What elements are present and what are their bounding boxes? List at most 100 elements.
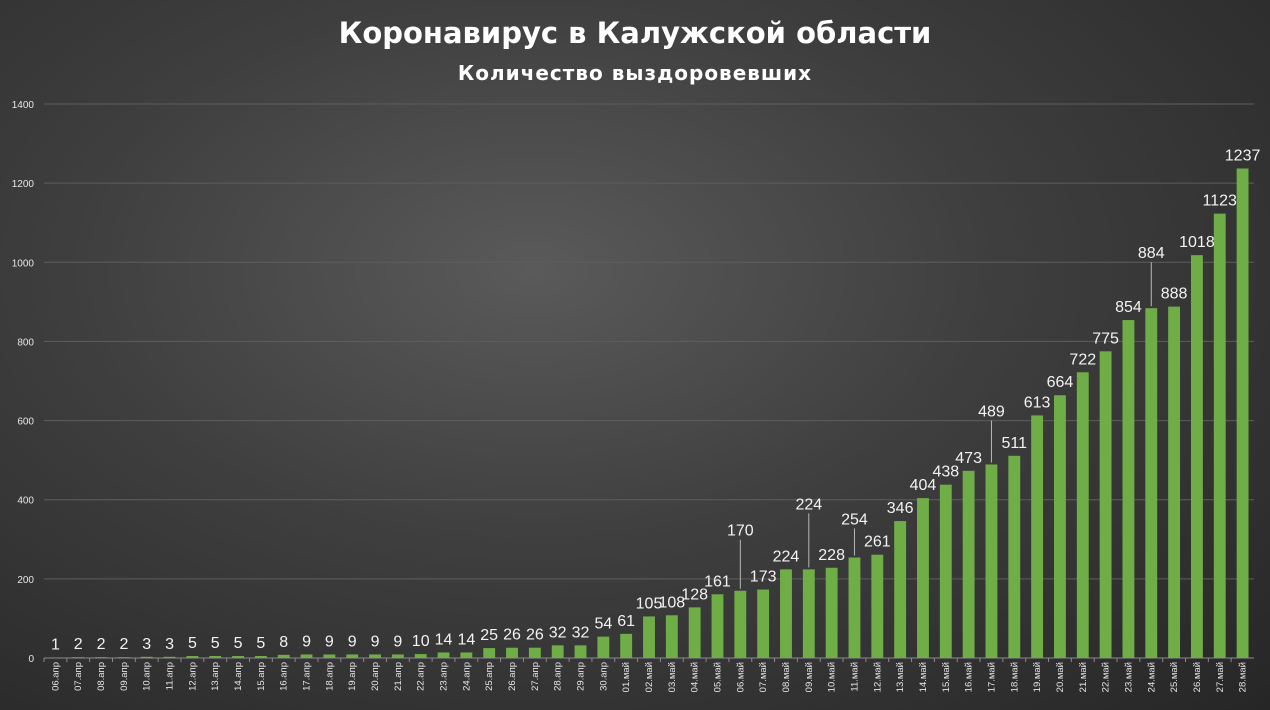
data-label: 722 [1069,351,1096,368]
x-tick-label: 21.май [1078,662,1089,692]
bar [962,470,975,658]
bar [300,654,313,658]
bar [483,648,496,658]
data-label: 884 [1138,245,1165,262]
data-label: 108 [658,594,685,611]
data-label: 854 [1115,299,1142,316]
x-tick-label: 22.май [1101,662,1112,692]
x-tick-label: 19.май [1032,662,1043,692]
x-tick-label: 17.апр [302,662,313,691]
x-tick-label: 25.май [1169,662,1180,692]
data-label: 228 [818,547,845,564]
data-label: 170 [727,523,754,540]
bar [346,654,359,658]
x-tick-label: 02.май [644,662,655,692]
data-label: 473 [955,450,982,467]
bar [1008,455,1021,658]
data-label: 261 [864,534,891,551]
data-label: 26 [503,627,521,644]
x-tick-label: 01.май [621,662,632,692]
bar [72,657,85,658]
bar [437,652,450,658]
bar [1168,306,1181,658]
data-label: 9 [371,633,380,650]
data-label: 664 [1047,374,1074,391]
data-label: 8 [279,634,288,651]
x-tick-label: 20.апр [370,662,381,691]
x-tick-label: 30.апр [598,662,609,691]
data-label: 1 [51,637,60,654]
x-tick-label: 16.апр [279,662,290,691]
data-label: 5 [211,635,220,652]
data-label: 224 [795,496,822,513]
x-axis-ticks: 06.апр 07.апр 08.апр 09.апр 10.апр 11.апр 12.а… [50,662,1248,692]
x-tick-label: 28.апр [553,662,564,691]
bar [528,647,541,658]
bar [232,656,244,658]
data-label: 9 [302,633,311,650]
bar [323,654,336,658]
leader-lines [739,262,1152,589]
bar [369,654,381,658]
bar [163,656,176,658]
bar [391,654,404,658]
chart-subtitle: Количество выздоровевших [458,61,812,85]
x-tick-label: 17.май [986,662,997,692]
chart-title: Коронавирус в Калужской области [339,16,932,50]
bar [939,484,952,658]
bar [1213,213,1226,658]
bar [1054,395,1066,658]
x-tick-label: 28.май [1238,662,1249,692]
data-label: 128 [681,586,708,603]
data-label: 2 [74,636,83,653]
bar [460,652,473,658]
y-tick-label: 800 [17,337,34,348]
x-tick-label: 11.май [849,662,860,692]
x-tick-label: 27.май [1215,662,1226,692]
bar [825,567,838,658]
data-label: 254 [841,511,868,528]
x-tick-label: 21.апр [393,662,404,691]
x-tick-label: 25.апр [484,662,495,691]
x-tick-label: 12.апр [187,662,198,691]
data-label: 32 [549,624,567,641]
bars [49,168,1249,659]
data-label: 9 [348,633,357,650]
y-tick-label: 200 [17,575,34,586]
data-label: 2 [119,636,128,653]
data-label: 14 [435,631,453,648]
bar [780,569,792,658]
x-tick-label: 10.май [827,662,838,692]
data-label: 1123 [1203,193,1238,210]
bar [802,569,815,658]
bar [894,521,907,658]
x-tick-label: 06.май [735,662,746,692]
bar [209,656,222,658]
bar [848,557,861,658]
x-tick-label: 11.апр [165,662,176,690]
x-tick-label: 08.апр [96,662,107,691]
x-tick-label: 10.апр [142,662,153,691]
gridlines [43,103,1254,662]
bar [757,589,770,658]
x-tick-label: 09.апр [119,662,130,691]
x-tick-label: 23.апр [439,662,450,691]
data-label: 5 [256,635,265,652]
bar [734,590,747,658]
bar [1190,255,1203,659]
y-tick-label: 1000 [12,258,35,269]
data-label: 3 [165,636,174,653]
x-tick-label: 26.апр [507,662,518,691]
data-label: 613 [1024,394,1051,411]
bar [871,554,884,658]
data-label: 26 [526,627,544,644]
x-tick-label: 06.апр [50,662,61,691]
x-tick-label: 18.май [1009,662,1020,692]
data-label: 54 [594,616,612,633]
x-tick-label: 20.май [1055,662,1066,692]
bar [551,645,564,658]
bar [506,647,518,658]
x-tick-label: 19.апр [347,662,358,691]
bar [1099,351,1112,658]
